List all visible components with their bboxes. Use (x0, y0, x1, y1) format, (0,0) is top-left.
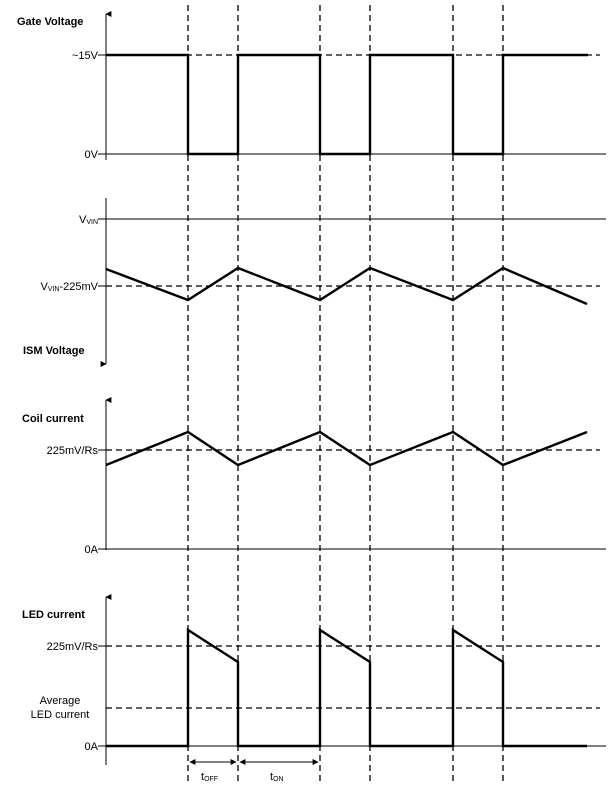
gate-high-level-label: ~15V (72, 50, 99, 62)
gate-low-level-label: 0V (85, 149, 99, 161)
coil-current-title: Coil current (22, 413, 84, 425)
t-off-label: tOFF (201, 771, 218, 783)
gate-voltage-title: Gate Voltage (17, 16, 83, 28)
led-current-waveform (106, 627, 587, 748)
ism-vin-label: VVIN (79, 214, 98, 226)
t-on-sub: ON (273, 776, 284, 783)
ism-ripple-sub: VIN (48, 286, 60, 293)
ism-vin-main: V (79, 214, 87, 226)
t-off-main: t (201, 771, 204, 783)
led-average-label-line1: Average (40, 695, 81, 707)
ism-ripple-label: VVIN-225mV (40, 281, 98, 293)
led-current-panel: LED current 225mV/Rs Average LED current… (22, 594, 606, 765)
switching-guides (187, 5, 504, 782)
ism-voltage-panel: VVIN VVIN-225mV ISM Voltage (23, 198, 606, 367)
t-on-main: t (270, 771, 273, 783)
ism-ripple-main: V (40, 281, 48, 293)
coil-peak-label: 225mV/Rs (47, 445, 99, 457)
ism-vin-sub: VIN (86, 219, 98, 226)
coil-current-waveform (105, 430, 588, 467)
t-off-sub: OFF (204, 776, 218, 783)
gate-voltage-panel: Gate Voltage ~15V 0V (17, 11, 606, 161)
led-average-label-line2: LED current (31, 709, 90, 721)
gate-voltage-waveform (106, 53, 588, 156)
led-current-title: LED current (22, 609, 85, 621)
led-zero-label: 0A (85, 741, 99, 753)
ism-ripple-suffix: -225mV (59, 281, 98, 293)
ism-voltage-waveform (105, 266, 588, 306)
ism-voltage-title: ISM Voltage (23, 345, 85, 357)
timing-annotations: tOFF tON (189, 759, 319, 783)
led-peak-label: 225mV/Rs (47, 641, 99, 653)
t-on-label: tON (270, 771, 284, 783)
coil-zero-label: 0A (85, 544, 99, 556)
coil-current-panel: Coil current 225mV/Rs 0A (22, 397, 606, 556)
